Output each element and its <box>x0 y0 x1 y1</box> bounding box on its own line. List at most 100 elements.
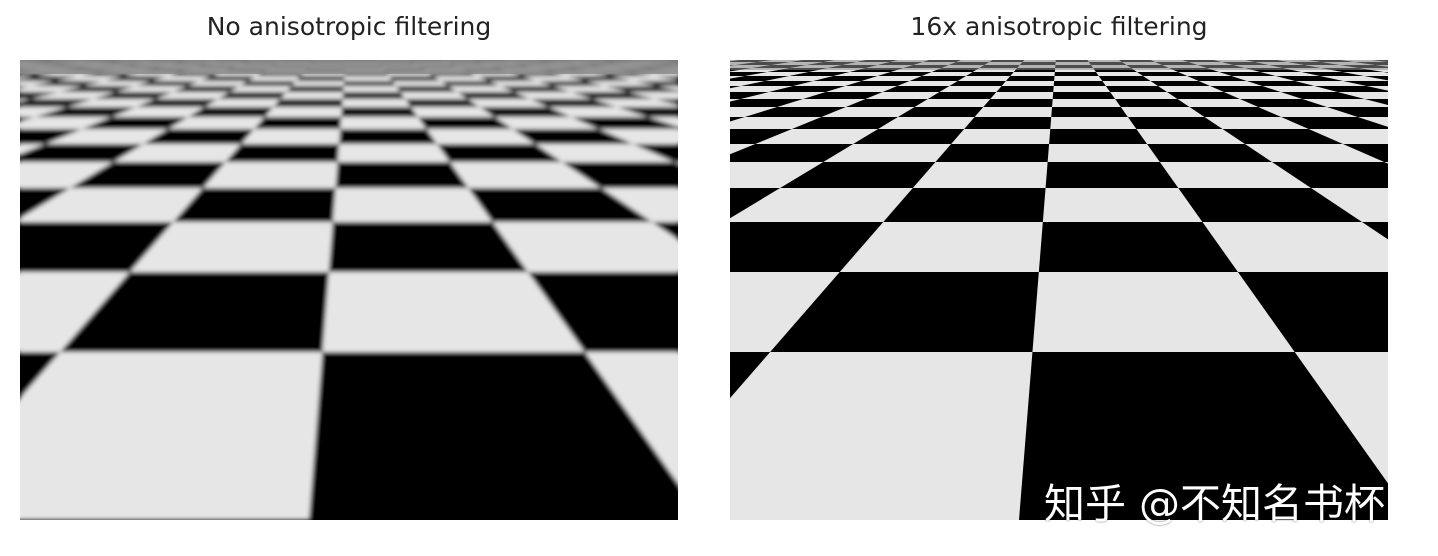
checker-tile <box>730 99 741 102</box>
checker-tile <box>202 162 338 188</box>
checker-tile <box>740 92 826 99</box>
checker-tile <box>839 222 1043 272</box>
checker-tile <box>20 352 323 520</box>
checker-tile <box>332 188 493 222</box>
checker-tile <box>1110 92 1178 99</box>
checker-tile <box>513 92 593 99</box>
checker-tile <box>861 76 922 81</box>
checker-tile <box>609 76 678 81</box>
checker-tile <box>755 129 879 144</box>
checker-tile <box>291 81 345 86</box>
checker-tile <box>730 352 1033 520</box>
checker-tile <box>113 144 242 162</box>
checker-tile <box>744 72 809 76</box>
left-panel-title: No anisotropic filtering <box>206 12 492 41</box>
checker-tile <box>730 81 765 86</box>
horizon-haze <box>730 60 1388 70</box>
checker-tile <box>674 162 678 164</box>
checker-tile <box>1143 76 1199 81</box>
checker-tile <box>20 162 114 188</box>
checker-tile <box>168 117 265 129</box>
right-panel-title: 16x anisotropic filtering <box>910 12 1208 41</box>
checker-tile <box>730 107 778 117</box>
checker-tile <box>1095 72 1143 76</box>
checker-tile <box>552 86 628 92</box>
checker-tile <box>1102 81 1158 86</box>
horizon-haze <box>20 60 678 74</box>
no-anisotropic-checkerboard <box>20 60 678 520</box>
checker-tile <box>400 92 468 99</box>
checker-tile <box>20 144 46 155</box>
checker-tile <box>1258 107 1358 117</box>
checker-tile <box>1204 117 1309 129</box>
checker-tile <box>1001 81 1055 86</box>
checker-tile <box>974 107 1053 117</box>
checker-tile <box>1054 76 1103 81</box>
checker-tile <box>730 162 824 188</box>
checker-tile <box>115 86 188 92</box>
checker-tile <box>730 272 840 352</box>
checker-tile <box>865 92 940 99</box>
checker-tile <box>957 76 1011 81</box>
checker-tile <box>878 117 975 129</box>
checker-tile <box>647 117 678 127</box>
checker-tile <box>1262 86 1338 92</box>
checkerboard-right-svg <box>730 60 1388 520</box>
checker-tile <box>1308 129 1388 144</box>
checker-tile <box>111 107 205 117</box>
checker-tile <box>20 272 130 352</box>
checker-tile <box>939 86 1002 92</box>
checker-tile <box>1050 117 1137 129</box>
checker-tile <box>1245 144 1385 162</box>
checker-tile <box>83 81 152 86</box>
checker-tile <box>1159 162 1311 188</box>
checker-tile <box>410 107 495 117</box>
checker-tile <box>467 99 549 107</box>
checker-tile <box>187 81 248 86</box>
checker-tile <box>1337 92 1388 99</box>
checker-tile <box>129 222 333 272</box>
checker-tile <box>1319 76 1388 81</box>
checker-tile <box>337 144 450 162</box>
checker-tile <box>912 162 1048 188</box>
checker-tile <box>585 81 657 86</box>
checker-tile <box>764 76 834 81</box>
checker-tile <box>601 188 678 222</box>
checker-tile <box>730 117 822 129</box>
checker-tile <box>1231 76 1296 81</box>
checker-tile <box>20 188 203 222</box>
checker-tile <box>20 107 68 117</box>
checker-tile <box>990 92 1054 99</box>
checker-tile <box>1342 72 1388 76</box>
checker-tile <box>488 81 553 86</box>
checker-tile <box>951 129 1051 144</box>
checker-tile <box>343 86 401 92</box>
checker-tile <box>1053 86 1111 92</box>
checker-tile <box>921 72 973 76</box>
checker-tile <box>151 76 212 81</box>
checker-tile <box>229 86 292 92</box>
checker-tile <box>241 129 341 144</box>
checker-tile <box>204 99 281 107</box>
checker-tile <box>833 72 891 76</box>
checker-tile <box>598 129 678 144</box>
checker-tile <box>825 86 898 92</box>
checker-tile <box>1302 99 1388 107</box>
anisotropic-16x-checkerboard <box>730 60 1388 520</box>
checker-tile <box>1042 188 1203 222</box>
checker-tile <box>1052 99 1121 107</box>
checker-tile <box>54 76 124 81</box>
checker-tile <box>821 107 915 117</box>
checker-tile <box>548 107 648 117</box>
checkerboard-left-svg <box>20 60 678 520</box>
checker-tile <box>449 162 601 188</box>
checker-tile <box>1010 72 1055 76</box>
checker-tile <box>1158 86 1224 92</box>
checker-tile <box>20 117 112 129</box>
checker-tile <box>1032 272 1295 352</box>
checker-tile <box>535 144 675 162</box>
checker-tile <box>1384 162 1388 164</box>
checker-tile <box>1295 81 1367 86</box>
checker-tile <box>823 144 952 162</box>
checker-tile <box>45 129 169 144</box>
